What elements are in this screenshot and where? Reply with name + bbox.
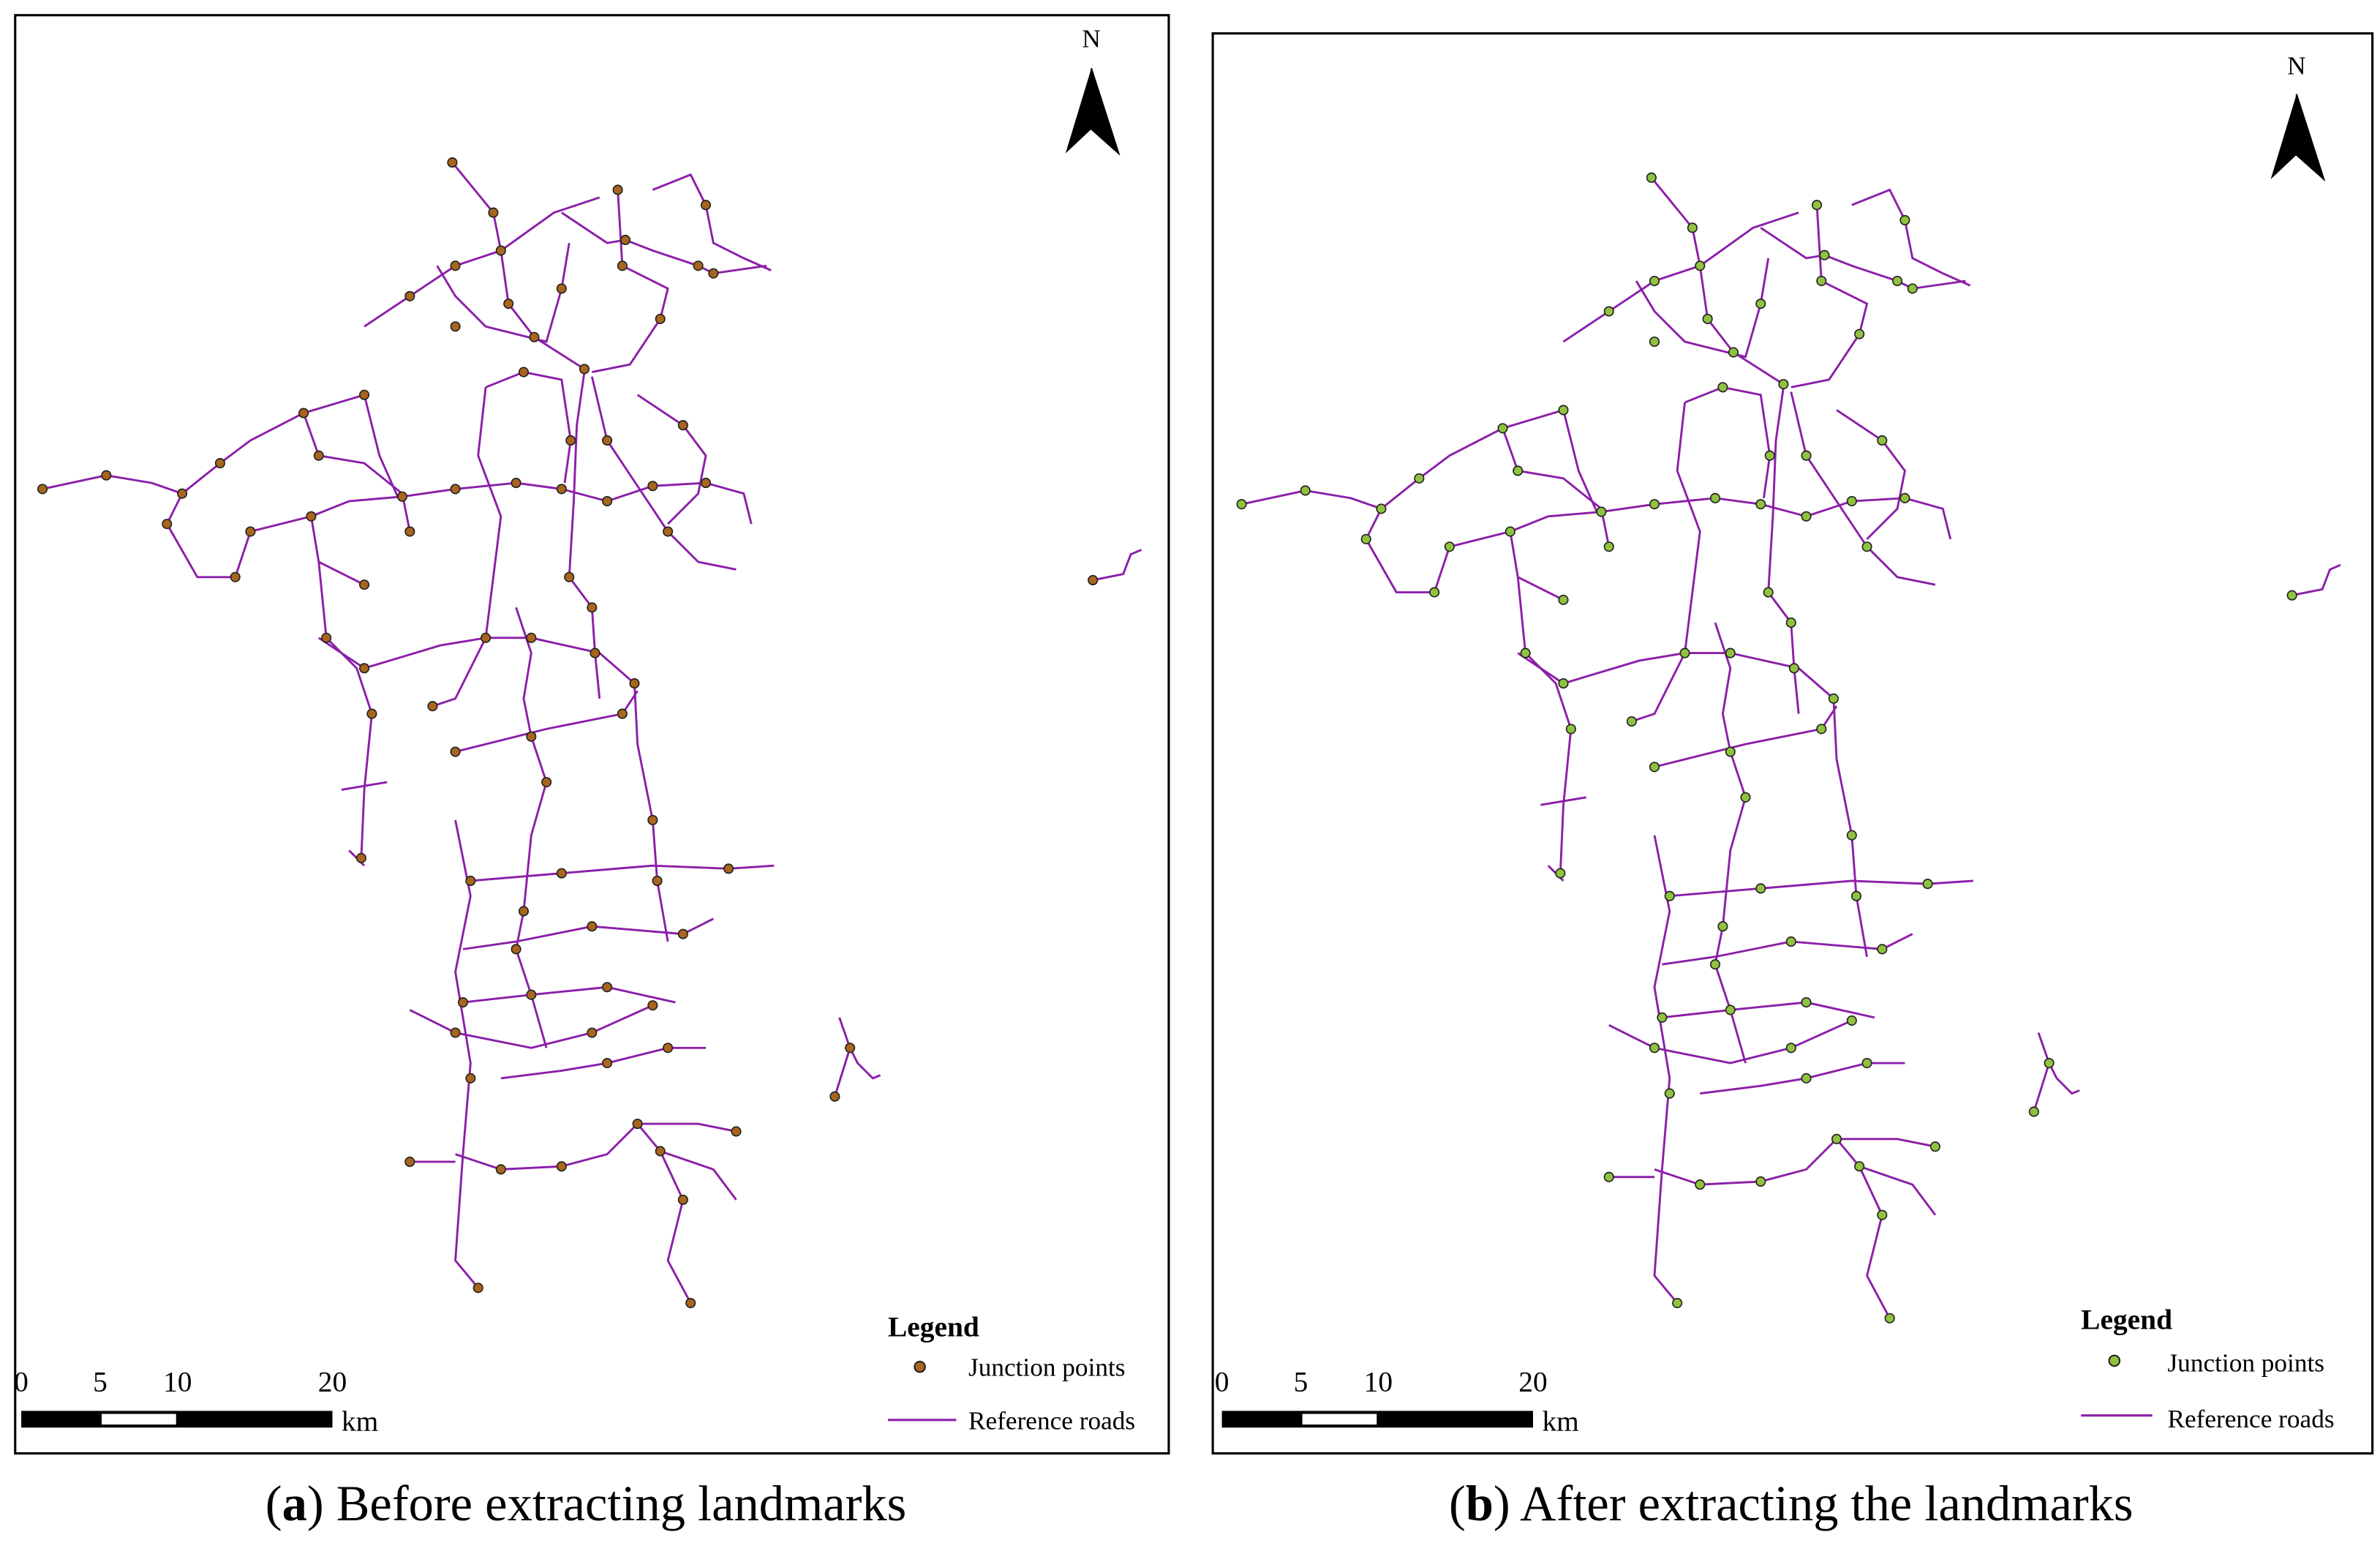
scale-label: 0 xyxy=(1215,1365,1229,1397)
north-arrow xyxy=(1091,68,1121,156)
junction-points xyxy=(1236,172,2297,1324)
panel-a: N Legend Junction points Reference roads… xyxy=(14,14,1170,1531)
north-label: N xyxy=(1082,24,1100,53)
north-arrow xyxy=(2295,94,2326,182)
scale-unit: km xyxy=(342,1405,379,1437)
legend-label: Reference roads xyxy=(968,1406,1135,1435)
caption-text: ) After extracting the landmarks xyxy=(1494,1476,2134,1531)
map-frame xyxy=(1211,32,2374,1455)
scale-label: 20 xyxy=(1518,1365,1547,1397)
scale-bar-segment xyxy=(102,1414,176,1425)
caption-letter: b xyxy=(1466,1476,1494,1531)
scale-label: 10 xyxy=(163,1365,192,1397)
scale-label: 5 xyxy=(1294,1365,1308,1397)
north-label: N xyxy=(2287,52,2305,80)
caption-open: ( xyxy=(266,1476,282,1531)
scale-bar-segment xyxy=(1302,1414,1377,1425)
legend-point xyxy=(914,1360,926,1373)
panel-b: N Legend Junction points Reference roads… xyxy=(1211,32,2374,1531)
legend-label: Junction points xyxy=(2167,1348,2324,1377)
scale-label: 10 xyxy=(1364,1365,1393,1397)
caption: (b) After extracting the landmarks xyxy=(1449,1476,2134,1531)
scale-label: 0 xyxy=(14,1365,29,1397)
road-network xyxy=(1240,176,2342,1320)
scale-label: 20 xyxy=(318,1365,347,1397)
legend-label: Junction points xyxy=(968,1354,1126,1382)
scale-bar xyxy=(21,1411,333,1428)
caption: (a) Before extracting landmarks xyxy=(266,1476,907,1531)
legend-title: Legend xyxy=(2081,1303,2172,1335)
legend-title: Legend xyxy=(888,1311,979,1343)
scale-unit: km xyxy=(1542,1405,1579,1437)
scale-bar xyxy=(1221,1411,1534,1428)
scale-label: 5 xyxy=(93,1365,108,1397)
map-frame xyxy=(14,14,1170,1455)
legend-label: Reference roads xyxy=(2167,1405,2334,1433)
road-network xyxy=(41,161,1143,1304)
caption-open: ( xyxy=(1449,1476,1466,1531)
junction-points xyxy=(37,157,1099,1309)
legend-point xyxy=(2108,1354,2121,1367)
caption-letter: a xyxy=(282,1476,307,1531)
north-arrow xyxy=(1065,68,1092,154)
caption-text: ) Before extracting landmarks xyxy=(307,1476,906,1531)
north-arrow xyxy=(2270,94,2297,179)
